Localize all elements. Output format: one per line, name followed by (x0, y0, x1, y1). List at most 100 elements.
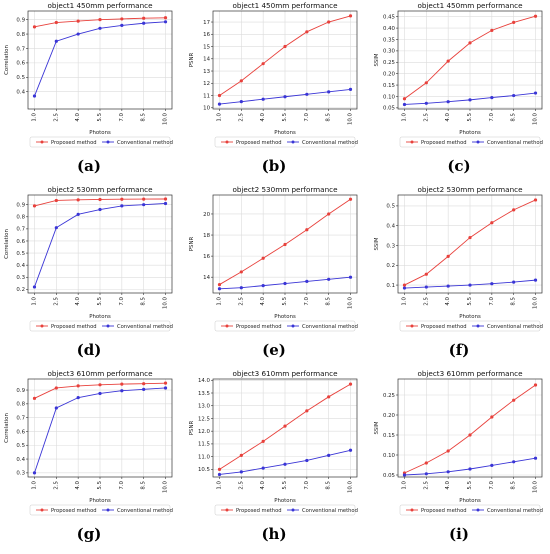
x-tick-label: 4.0 (75, 296, 81, 305)
legend-swatch-marker (225, 140, 229, 144)
data-point (98, 26, 102, 30)
legend-swatch-marker (291, 508, 295, 512)
data-point (490, 96, 494, 100)
x-tick-label: 10.0 (533, 480, 539, 493)
legend-swatch-marker (225, 324, 229, 328)
y-tick-label: 0.4 (16, 457, 25, 463)
data-point (305, 458, 309, 463)
x-tick-label: 2.5 (423, 113, 429, 122)
x-tick-label: 7.0 (119, 296, 125, 305)
data-point (142, 21, 146, 25)
data-point (32, 471, 37, 475)
y-tick-label: 0.1 (386, 283, 395, 289)
x-tick-label: 8.5 (511, 113, 517, 122)
data-point (120, 204, 124, 208)
chart-title: object3 610mm performance (232, 369, 338, 378)
data-point (533, 383, 538, 387)
y-tick-label: 0.7 (16, 46, 25, 52)
x-tick-label: 8.5 (511, 297, 517, 306)
x-tick-label: 8.5 (141, 113, 147, 122)
x-axis-label: Photons (274, 314, 296, 320)
data-point (446, 254, 450, 258)
y-axis-label: Correlation (4, 45, 10, 75)
data-point (120, 389, 124, 393)
x-tick-label: 7.0 (304, 480, 310, 489)
legend-label: Proposed method (51, 508, 97, 514)
data-point (305, 279, 309, 284)
data-point (120, 17, 124, 21)
chart-panel: object1 450mm performance 0.05 0.10 0.15 0.2… (374, 1, 543, 175)
x-tick-label: 5.5 (467, 481, 473, 490)
chart-title: object3 610mm performance (417, 369, 523, 378)
legend-box (399, 504, 541, 516)
chart-panel: object3 610mm performance 0.05 0.10 0.15 0.2… (374, 369, 543, 543)
data-point (217, 282, 222, 287)
data-point (283, 424, 287, 428)
legend-swatch-marker (40, 508, 44, 512)
data-point (32, 25, 37, 29)
y-tick-label: 16 (203, 32, 210, 38)
plot-frame (27, 10, 173, 110)
legend-label: Conventional method (117, 140, 173, 146)
legend-label: Proposed method (421, 140, 467, 146)
y-tick-label: 13.5 (198, 391, 210, 397)
legend-label: Conventional method (302, 324, 358, 330)
y-tick-label: 11.0 (198, 454, 211, 460)
data-point (512, 20, 516, 24)
x-tick-label: 7.0 (489, 480, 495, 489)
data-point (239, 286, 243, 290)
x-tick-label: 5.5 (467, 297, 473, 306)
legend-swatch-marker (291, 140, 295, 144)
x-tick-label: 4.0 (75, 112, 81, 121)
data-point (512, 460, 516, 464)
chart-title: object3 610mm performance (47, 369, 153, 378)
y-axis-label: PSNR (189, 421, 195, 436)
plot-frame (27, 194, 173, 294)
x-tick-label: 4.0 (445, 112, 451, 121)
data-point (142, 203, 146, 207)
y-tick-label: 0.25 (383, 393, 395, 399)
legend: Proposed method Conventional method (214, 320, 358, 332)
legend-swatch-marker (40, 324, 44, 328)
y-tick-label: 0.6 (16, 429, 25, 435)
x-tick-label: 10.0 (533, 296, 539, 309)
y-tick-label: 18 (203, 233, 210, 239)
chart-panel: object3 610mm performance 10.5 11.0 11.5 12.… (189, 369, 358, 543)
chart-panel: object3 610mm performance 0.3 0.4 0.5 0.6 0.7… (4, 369, 173, 543)
data-point (217, 472, 222, 477)
y-tick-label: 0.6 (16, 61, 25, 67)
legend-label: Proposed method (236, 140, 282, 146)
legend-label: Conventional method (487, 140, 543, 146)
x-tick-label: 10.0 (533, 112, 539, 125)
data-point (261, 62, 265, 66)
plot-frame (27, 378, 173, 478)
data-point (217, 93, 222, 98)
data-point (76, 32, 80, 36)
y-tick-label: 0.40 (383, 26, 396, 32)
x-tick-label: 2.5 (238, 481, 244, 490)
x-axis-label: Photons (89, 314, 111, 320)
data-point (533, 278, 538, 282)
legend-label: Proposed method (51, 324, 97, 330)
y-tick-label: 0.7 (16, 227, 25, 233)
data-point (348, 87, 353, 91)
plot-frame (212, 194, 358, 294)
data-point (76, 212, 80, 216)
legend-box (214, 136, 356, 148)
x-tick-label: 5.5 (282, 481, 288, 490)
data-point (32, 285, 37, 289)
x-tick-label: 8.5 (511, 481, 517, 490)
chart-title: object1 450mm performance (232, 1, 338, 10)
x-tick-label: 10.0 (348, 480, 354, 493)
legend-label: Proposed method (236, 508, 282, 514)
y-tick-label: 12.0 (198, 429, 211, 435)
plot-frame (212, 378, 358, 478)
data-point (424, 81, 428, 85)
y-tick-label: 0.8 (16, 215, 25, 221)
legend-box (399, 320, 541, 332)
x-tick-label: 1.0 (401, 480, 407, 489)
panel-caption: (e) (262, 341, 286, 359)
y-tick-label: 14 (203, 57, 210, 63)
data-point (163, 381, 168, 385)
data-point (283, 462, 287, 466)
